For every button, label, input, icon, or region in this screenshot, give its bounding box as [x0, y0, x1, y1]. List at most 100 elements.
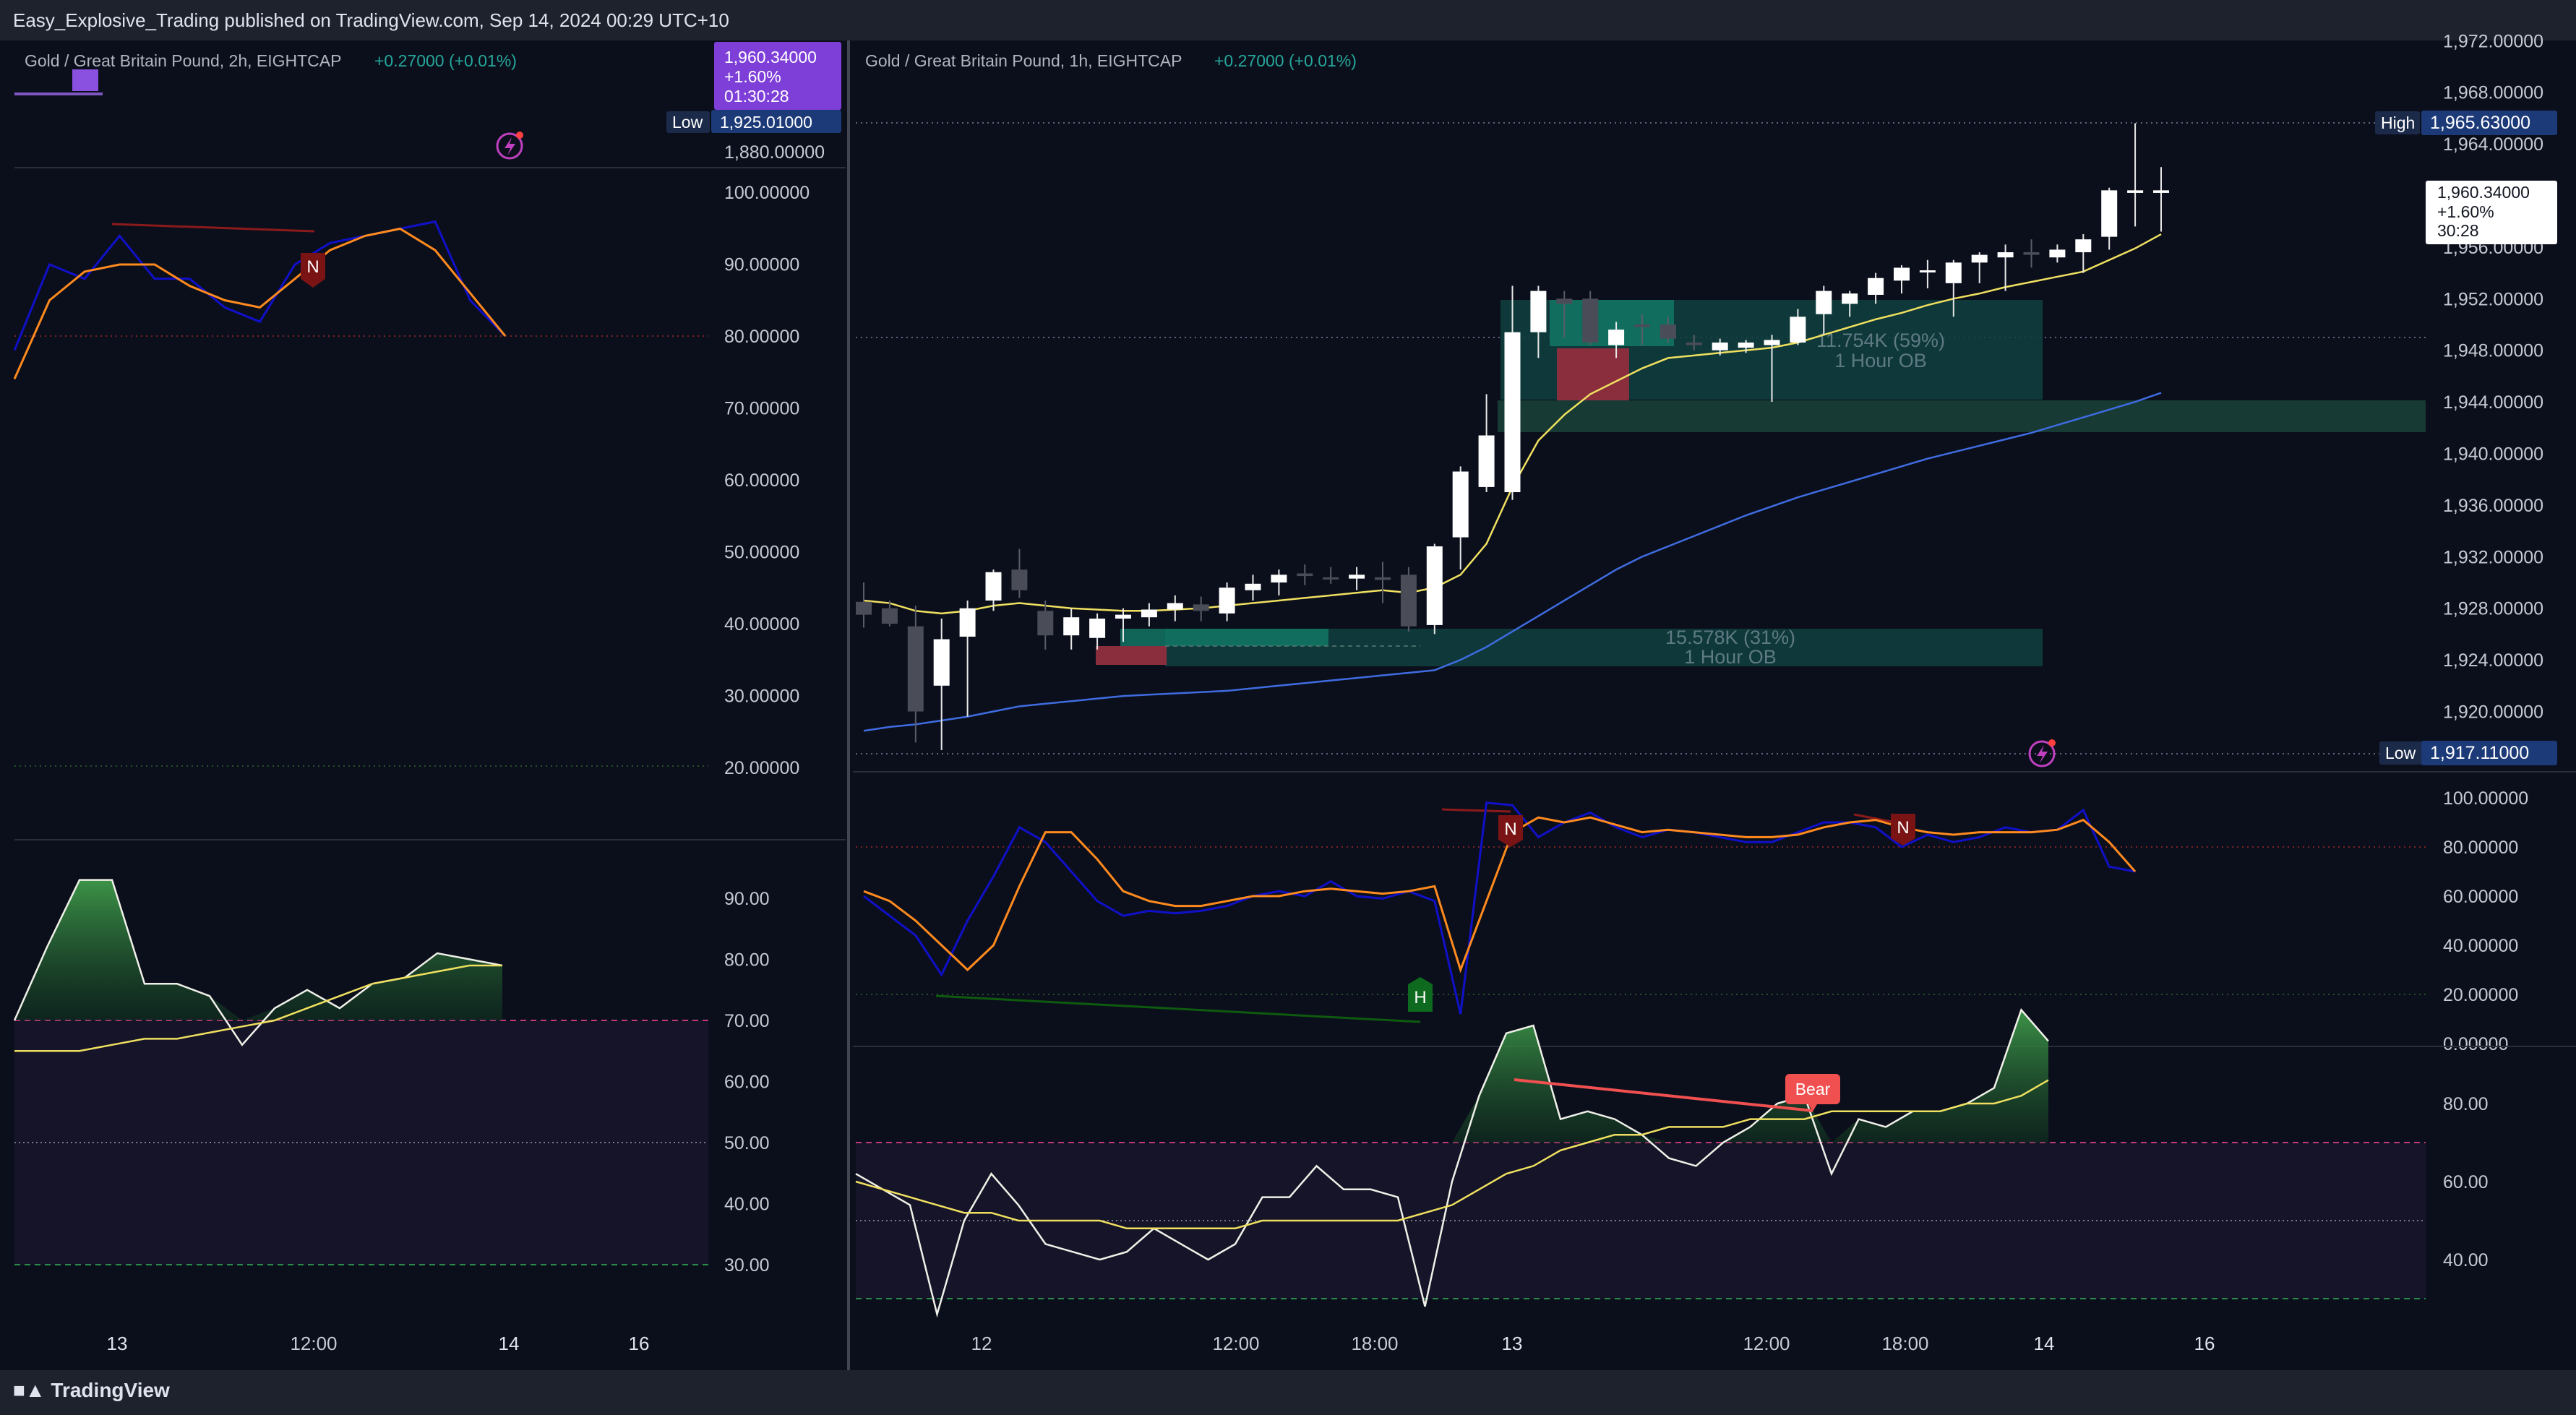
left-rsi-tick: 80.00000 — [724, 327, 799, 347]
osc-tick: 60.00 — [2443, 1172, 2489, 1192]
rsi-bull-divergence — [935, 994, 1421, 1023]
right-price-tag-countdown: 30:28 — [2437, 221, 2479, 240]
upper-ob-label: 1 Hour OB — [1834, 350, 1927, 371]
rsi-tick: 80.00000 — [2443, 838, 2518, 858]
rsi-tick: 20.00000 — [2443, 985, 2518, 1005]
candle-body — [907, 626, 924, 712]
price-tick: 1,920.00000 — [2443, 702, 2543, 722]
candle-body — [1530, 291, 1547, 332]
price-tick: 1,948.00000 — [2443, 341, 2543, 361]
candle-body — [1193, 604, 1209, 611]
left-osc-signal-line — [14, 964, 502, 1052]
candle-body — [1037, 611, 1054, 636]
candle-body — [1894, 267, 1910, 281]
candle-body — [1245, 583, 1261, 590]
left-price-tick: 1,880.00000 — [724, 142, 825, 163]
time-tick: 14 — [2034, 1333, 2055, 1354]
candle-body — [2127, 190, 2144, 193]
candle-body — [1919, 270, 1936, 273]
candle-body — [1089, 618, 1106, 638]
left-osc-tick: 70.00 — [724, 1011, 770, 1031]
upper-ob-volume: 11.754K (59%) — [1816, 330, 1945, 351]
time-tick: 12 — [971, 1333, 992, 1354]
left-rsi-tick: 20.00000 — [724, 758, 799, 778]
tradingview-brand[interactable]: ■▲ TradingView — [13, 1379, 170, 1402]
left-rsi-tick: 30.00000 — [724, 687, 799, 707]
left-rsi-tick: 60.00000 — [724, 470, 799, 491]
rsi-tick: 60.00000 — [2443, 887, 2518, 907]
candles-series — [856, 123, 2169, 751]
high-value-box — [2421, 111, 2557, 135]
candle-body — [1141, 609, 1157, 618]
candle-body — [1868, 278, 1884, 295]
candle-body — [1816, 291, 1832, 314]
candle-body — [1971, 254, 1988, 263]
price-tick: 1,944.00000 — [2443, 392, 2543, 413]
tradingview-brand-text: TradingView — [51, 1379, 170, 1401]
candle-body — [1790, 317, 1806, 343]
left-alert-icon[interactable] — [496, 132, 523, 160]
left-rsi-panel: 100.00000 90.00000 80.00000 70.00000 60.0000… — [13, 183, 810, 778]
rsi-bear-divergence-1 — [1441, 808, 1511, 813]
candle-body — [1426, 546, 1443, 625]
published-text: Easy_Explosive_Trading published on Trad… — [13, 9, 729, 31]
lower-ob-label: 1 Hour OB — [1684, 646, 1777, 668]
lower-ob-bear-zone — [1096, 646, 1167, 665]
rsi-fast-line — [863, 801, 2136, 1015]
right-price-tag-pct: +1.60% — [2437, 202, 2494, 221]
candle-body — [1686, 342, 1702, 345]
candle-body — [1349, 575, 1365, 579]
candle-body — [959, 608, 976, 637]
left-rsi-tick: 70.00000 — [724, 399, 799, 419]
rsi-axis: 100.00000 80.00000 60.00000 40.00000 20.0000… — [2443, 788, 2528, 1054]
price-tick: 1,968.00000 — [2443, 83, 2543, 103]
candle-body — [1400, 575, 1417, 627]
left-time-axis: 13 12:00 14 16 — [107, 1333, 650, 1354]
rsi-marker-n-1-text: N — [1504, 820, 1516, 839]
candle-body — [2049, 249, 2066, 258]
candle-body — [2023, 252, 2040, 255]
time-axis[interactable]: 12 12:00 18:00 13 12:00 18:00 14 16 — [971, 1333, 2215, 1354]
candle-body — [1582, 298, 1599, 343]
candle-body — [1452, 471, 1469, 538]
osc-overbought-fill — [856, 1010, 2048, 1143]
candle-body — [1219, 588, 1235, 614]
price-tick: 1,932.00000 — [2443, 547, 2543, 567]
time-tick: 13 — [1502, 1333, 1523, 1354]
osc-signal-line — [855, 1079, 2049, 1230]
left-price-tag — [714, 42, 841, 110]
upper-ob-bear-zone — [1557, 348, 1629, 400]
candle-body — [1634, 324, 1650, 327]
left-osc-tick: 50.00 — [724, 1133, 770, 1153]
left-pane: Gold / Great Britain Pound, 2h, EIGHTCAP… — [13, 42, 846, 1354]
price-tick: 1,964.00000 — [2443, 134, 2543, 155]
rsi-tick: 0.00000 — [2443, 1034, 2508, 1054]
candle-body — [933, 639, 950, 686]
time-tick: 18:00 — [1881, 1333, 1928, 1354]
right-oscillator-panel: 80.00 60.00 40.00 Bear — [855, 1007, 2489, 1318]
alert-icon[interactable] — [2028, 739, 2056, 767]
left-low-value: 1,925.01000 — [720, 113, 812, 132]
price-tick: 1,928.00000 — [2443, 599, 2543, 619]
right-title: Gold / Great Britain Pound, 1h, EIGHTCAP — [865, 51, 1182, 70]
candle-body — [1063, 617, 1080, 636]
time-tick: 12:00 — [1212, 1333, 1259, 1354]
candle-body — [881, 608, 898, 624]
candle-body — [2075, 239, 2092, 253]
rsi-marker-n-2-text: N — [1897, 818, 1909, 838]
price-tick: 1,924.00000 — [2443, 650, 2543, 671]
high-label-box — [2375, 111, 2420, 134]
left-price-tag-price: 1,960.34000 — [724, 48, 817, 66]
left-low-label-box — [666, 111, 710, 133]
footer-bar: ■▲ TradingView — [0, 1370, 2576, 1415]
left-price-tag-countdown: 01:30:28 — [724, 87, 789, 106]
candle-body — [1271, 575, 1287, 582]
candle-body — [1764, 340, 1780, 345]
candle-body — [1997, 252, 2014, 258]
candle-body — [1297, 573, 1313, 577]
low-value-box — [2421, 741, 2557, 765]
rsi-marker-n-2: N — [1891, 814, 1915, 846]
high-value: 1,965.63000 — [2430, 113, 2530, 133]
candle-body — [1556, 298, 1573, 304]
